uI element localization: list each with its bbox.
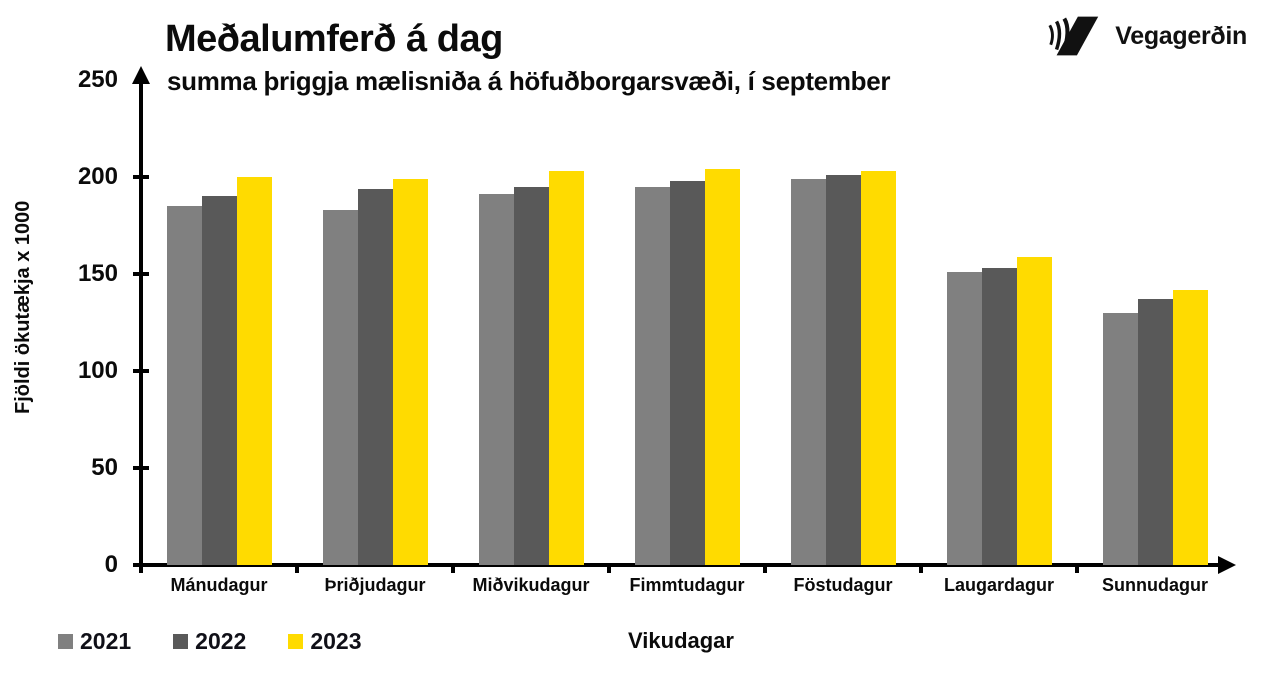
chart-subtitle: summa þriggja mælisniða á höfuðborgarsvæ… [167,66,891,96]
legend-item-2022: 2022 [173,628,246,655]
x-axis-title: Vikudagar [628,628,734,653]
legend-label: 2023 [310,628,362,654]
y-tick [133,466,149,470]
chart-title: Meðalumferð á dag [165,18,503,60]
x-tick [919,563,923,573]
logo: Vegagerðin [1043,12,1247,60]
bar-2021-föstudagur [790,179,826,565]
bar-2021-sunnudagur [1102,313,1138,565]
bar-2021-þriðjudagur [322,210,358,565]
legend-item-2021: 2021 [58,628,131,655]
bar-2023-sunnudagur [1172,290,1208,565]
bar-2022-sunnudagur [1137,299,1173,565]
category-label: Þriðjudagur [324,575,426,595]
x-tick [139,563,143,573]
x-tick [295,563,299,573]
x-tick [451,563,455,573]
bar-2021-miðvikudagur [478,194,514,565]
category-label: Sunnudagur [1102,575,1208,595]
x-axis-line [139,563,1221,567]
bar-2023-laugardagur [1016,257,1052,565]
category-label: Miðvikudagur [472,575,590,595]
y-axis-line [139,82,143,569]
y-tick [133,272,149,276]
bar-2023-þriðjudagur [392,179,428,565]
category-label: Föstudagur [793,575,893,595]
y-tick-label: 250 [77,66,118,93]
legend-item-2023: 2023 [288,628,362,655]
legend-label: 2022 [195,628,247,654]
y-tick [133,175,149,179]
bar-2022-mánudagur [201,196,237,565]
x-tick [1075,563,1079,573]
legend-swatch [288,634,304,649]
category-label: Laugardagur [943,575,1054,595]
y-tick-label: 0 [104,551,118,578]
y-tick-label: 50 [91,454,118,481]
legend-swatch [173,634,189,649]
bar-2022-laugardagur [981,268,1017,565]
bar-2021-laugardagur [946,272,982,565]
bar-2022-föstudagur [825,175,861,565]
y-axis-title: Fjöldi ökutækja x 1000 [12,200,34,414]
legend: 2021 2022 2023 [58,628,362,655]
y-axis-arrowhead [132,66,150,84]
y-tick-label: 150 [77,260,118,287]
legend-label: 2021 [80,628,132,654]
category-label: Mánudagur [170,575,268,595]
legend-swatch [58,634,73,649]
logo-text: Vegagerðin [1115,21,1247,50]
bar-2023-föstudagur [860,171,896,565]
y-tick-label: 100 [77,357,118,384]
y-tick-label: 200 [77,163,118,190]
y-tick [133,369,149,373]
bar-2021-fimmtudagur [634,187,670,565]
bar-2022-þriðjudagur [357,189,393,565]
x-tick [763,563,767,573]
vegagerdin-logo-icon [1048,16,1099,56]
bar-2021-mánudagur [166,206,202,565]
bar-2023-fimmtudagur [704,169,740,565]
x-tick [607,563,611,573]
bar-2022-miðvikudagur [513,187,549,565]
x-axis-arrowhead [1218,556,1236,574]
bar-2023-mánudagur [236,177,272,565]
bar-2023-miðvikudagur [548,171,584,565]
bar-2022-fimmtudagur [669,181,705,565]
category-label: Fimmtudagur [629,575,745,595]
